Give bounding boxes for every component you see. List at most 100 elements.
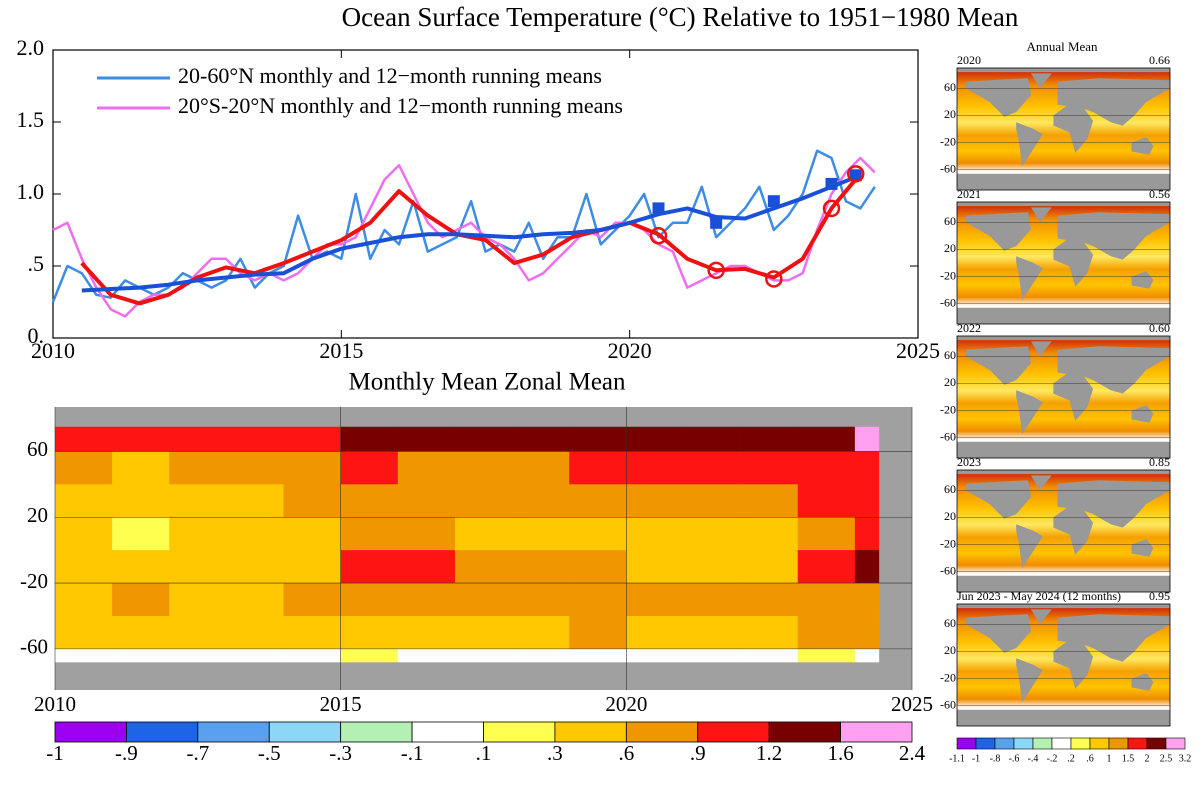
heatmap-cell xyxy=(740,517,799,551)
colorbar-swatch xyxy=(1070,737,1091,750)
heatmap-cell xyxy=(226,648,284,663)
heatmap-cell xyxy=(226,451,284,485)
heatmap-cell xyxy=(340,426,399,452)
heatmap-cell xyxy=(569,426,627,452)
heatmap-cell xyxy=(683,583,741,617)
map-y-tick-label: -20 xyxy=(940,134,956,148)
heatmap-cell xyxy=(626,550,684,584)
colorbar-swatch xyxy=(1127,737,1148,750)
heatmap-cell xyxy=(283,648,341,663)
heatmap-cell xyxy=(569,484,627,518)
map-y-tick-label: 20 xyxy=(944,107,956,121)
colorbar-swatch xyxy=(625,721,699,743)
heatmap-cell xyxy=(569,648,627,663)
colorbar-label: 2.4 xyxy=(899,741,926,765)
heatmap-cell xyxy=(569,583,627,617)
x-tick-label: 2010 xyxy=(31,338,75,363)
heatmap-cell xyxy=(454,648,513,663)
heatmap-cell xyxy=(55,517,113,551)
map-land xyxy=(1031,73,1052,89)
heatmap-cell xyxy=(797,648,856,663)
colorbar-label: -1.1 xyxy=(949,753,965,764)
heatmap-cell xyxy=(397,484,456,518)
map-land xyxy=(1016,524,1043,569)
map-y-tick-label: 60 xyxy=(944,214,956,228)
map-land xyxy=(957,441,1170,458)
heatmap-cell xyxy=(740,583,799,617)
colorbar-label: 2.5 xyxy=(1160,753,1173,764)
map-y-tick-label: 20 xyxy=(944,643,956,657)
heatmap-cell xyxy=(454,426,513,452)
colorbar-label: -.2 xyxy=(1047,753,1058,764)
heatmap-cell xyxy=(169,615,227,650)
annual-marker xyxy=(710,216,723,229)
colorbar-label: -1 xyxy=(46,741,64,765)
heatmap-cell xyxy=(169,426,227,452)
annual-marker xyxy=(649,227,668,245)
colorbar-swatch xyxy=(126,721,199,743)
colorbar-swatch xyxy=(1089,737,1110,750)
heatmap-cell xyxy=(169,451,227,485)
heatmap-cell xyxy=(854,451,880,485)
heatmap-cell xyxy=(283,517,341,551)
heatmap-cell xyxy=(340,583,399,617)
map-land xyxy=(957,604,1170,609)
panel-label: 2022 xyxy=(957,321,981,335)
map-frame xyxy=(956,335,1171,459)
heatmap-cell xyxy=(683,550,741,584)
heatmap-cell xyxy=(797,426,856,452)
colorbar-swatch xyxy=(268,721,342,743)
heatmap-cell xyxy=(512,615,570,650)
map-land xyxy=(957,307,1170,324)
map-land xyxy=(965,480,1031,519)
y-tick-label: 1.5 xyxy=(17,107,45,132)
colorbar-label: .1 xyxy=(476,741,492,765)
y-tick-label: 1.0 xyxy=(17,179,45,204)
map-land xyxy=(965,346,1031,385)
colorbar-label: .3 xyxy=(547,741,563,765)
x-tick-label: 2015 xyxy=(319,338,363,363)
annual-marker xyxy=(707,261,725,280)
map-land xyxy=(957,575,1170,592)
panel-label: 2023 xyxy=(957,455,981,469)
heatmap-cell xyxy=(112,484,170,518)
map-y-tick-label: 20 xyxy=(944,241,956,255)
heatmap-cell xyxy=(226,615,284,650)
colorbar-label: .6 xyxy=(1086,753,1094,764)
heatmap-cell xyxy=(512,426,570,452)
heatmap-cell xyxy=(397,550,456,584)
map-land xyxy=(1016,390,1043,435)
heatmap-cell xyxy=(55,426,113,452)
heatmap-cell xyxy=(683,484,741,518)
colorbar-swatch xyxy=(1108,737,1129,750)
colorbar-label: -.5 xyxy=(258,741,281,765)
panel-label: 2021 xyxy=(957,187,981,201)
map-y-tick-label: 20 xyxy=(944,509,956,523)
heatmap-cell xyxy=(169,583,227,617)
heatmap-cell xyxy=(226,583,284,617)
heatmap-cell xyxy=(569,451,627,485)
map-land xyxy=(1131,271,1154,289)
panel-value: 0.85 xyxy=(1149,455,1170,469)
map-land xyxy=(965,78,1031,117)
heatmap-cell xyxy=(226,484,284,518)
heatmap-cell xyxy=(283,484,341,518)
colorbar-label: .6 xyxy=(618,741,634,765)
heatmap-cell xyxy=(112,451,170,485)
map-frame xyxy=(956,469,1171,593)
chart-title: Ocean Surface Temperature (°C) Relative … xyxy=(342,2,1019,32)
heatmap-cell xyxy=(512,484,570,518)
map-y-tick-label: 20 xyxy=(944,375,956,389)
colorbar-label: 3.2 xyxy=(1179,753,1192,764)
heatmap-cell xyxy=(340,451,399,485)
heatmap-cell xyxy=(683,451,741,485)
heatmap-cell xyxy=(340,550,399,584)
colorbar-label: 1.6 xyxy=(827,741,853,765)
map-y-tick-label: -20 xyxy=(940,402,956,416)
map-land xyxy=(1053,237,1094,287)
annual-marker xyxy=(822,199,841,218)
heatmap-cell xyxy=(283,583,341,617)
heatmap-cell xyxy=(55,648,113,663)
y-tick-label: 0. xyxy=(28,323,45,348)
